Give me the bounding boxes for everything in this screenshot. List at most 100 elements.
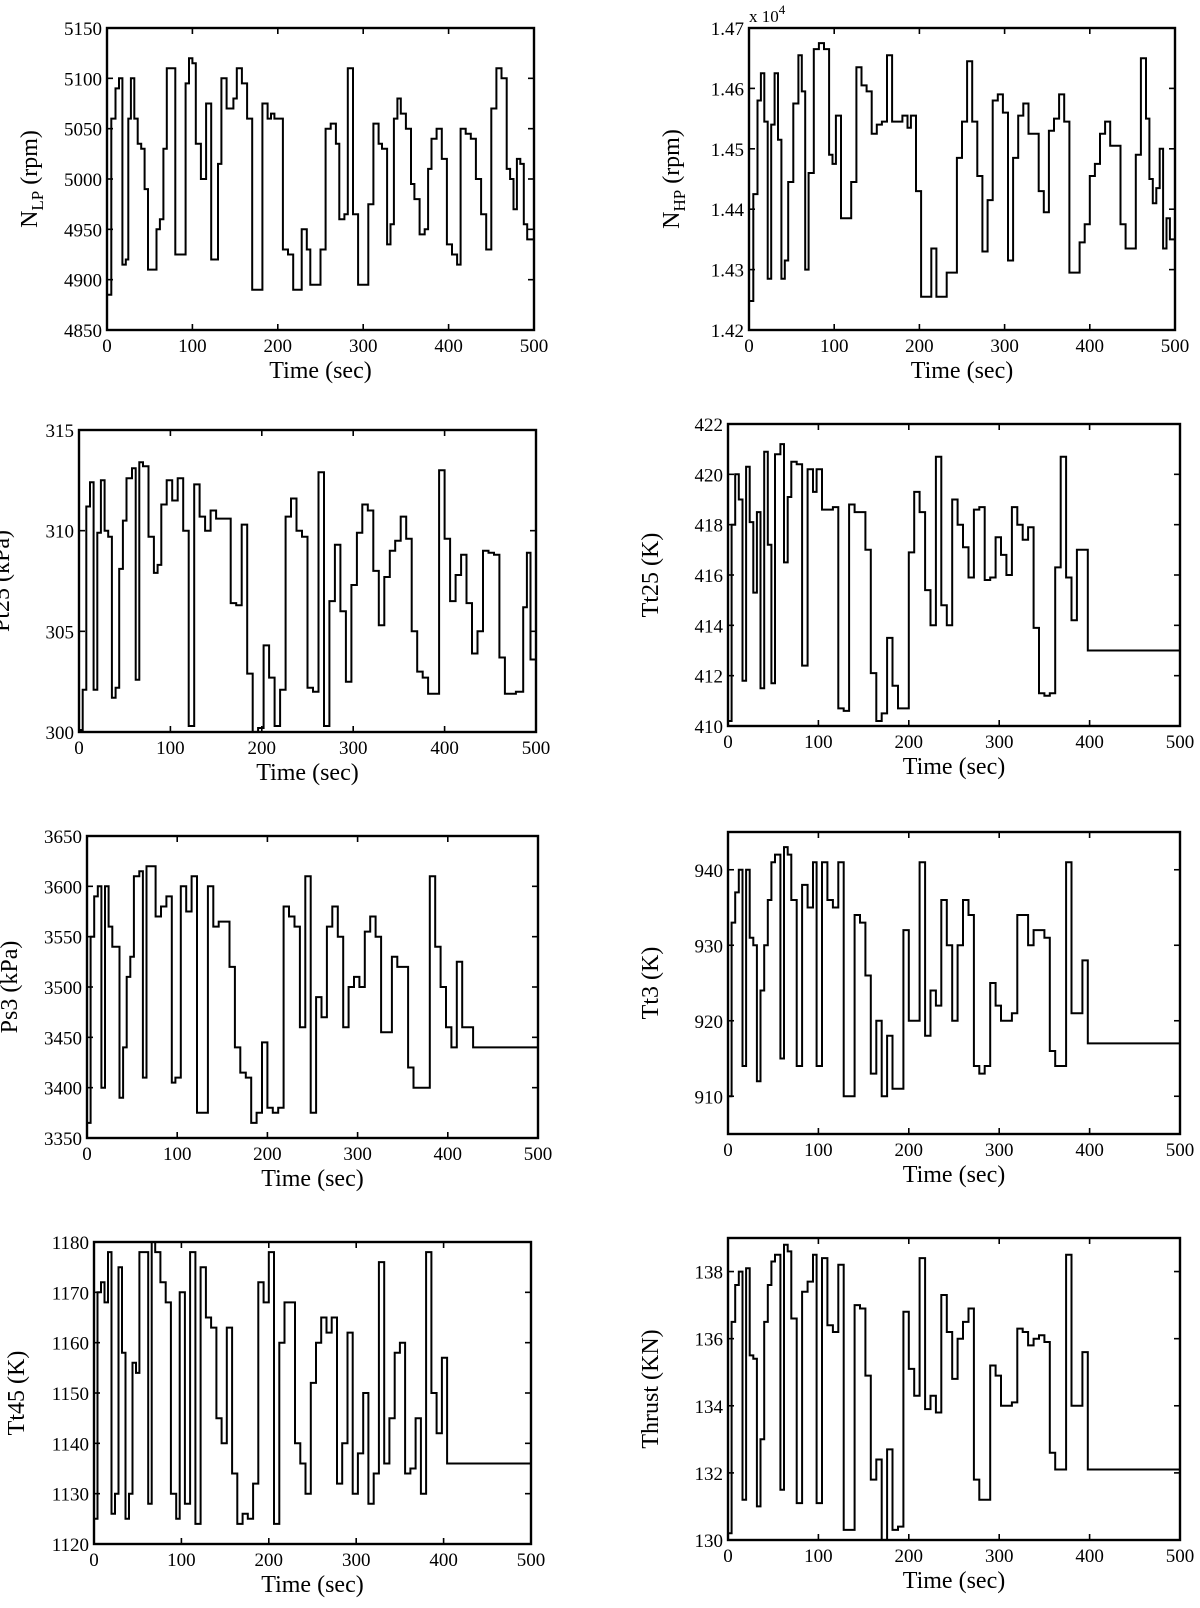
thrust-plot-frame — [726, 1236, 1182, 1542]
chart-tt3: 0 100 200 300 400 500 910 920 930 940 Time (sec) Tt… — [638, 830, 1194, 1188]
tt25-ytick-label: 412 — [695, 667, 724, 688]
thrust-xlabel: Time (sec) — [903, 1568, 1005, 1594]
ps3-ytick-label: 3650 — [44, 827, 82, 848]
nlp-ytick-label: 4950 — [64, 220, 102, 241]
tt25-ytick-label: 420 — [695, 465, 724, 486]
nlp-xtick-label: 400 — [434, 336, 463, 357]
tt45-plot-frame — [92, 1240, 533, 1546]
nlp-xtick-label: 500 — [520, 336, 549, 357]
thrust-ytick-label: 132 — [695, 1464, 724, 1485]
tt3-xtick-label: 300 — [985, 1140, 1014, 1161]
nhp-xtick-label: 300 — [990, 336, 1019, 357]
nhp-y-multiplier: x 104 — [749, 2, 786, 26]
tt45-series-line — [94, 1241, 531, 1525]
tt3-ytick-label: 920 — [695, 1012, 724, 1033]
ps3-ylabel: Ps3 (kPa) — [0, 941, 23, 1034]
nlp-xtick-label: 100 — [178, 336, 207, 357]
nlp-series-line — [107, 57, 535, 296]
tt25-xtick-label: 500 — [1166, 732, 1195, 753]
tt45-xlabel: Time (sec) — [261, 1572, 363, 1598]
ps3-xtick-label: 200 — [253, 1144, 282, 1165]
thrust-series-line — [728, 1243, 1180, 1541]
nlp-ytick-label: 5050 — [64, 120, 102, 141]
pt25-xtick-label: 400 — [430, 738, 459, 759]
tt45-ylabel: Tt45 (K) — [4, 1351, 30, 1436]
pt25-xtick-label: 100 — [156, 738, 185, 759]
tt3-xlabel: Time (sec) — [903, 1162, 1005, 1188]
nlp-xtick-label: 300 — [349, 336, 378, 357]
tt45-ytick-label: 1180 — [52, 1233, 89, 1254]
pt25-xlabel: Time (sec) — [256, 760, 358, 786]
tt45-ytick-label: 1140 — [52, 1434, 89, 1455]
chart-thrust: 0 100 200 300 400 500 130 132 134 136 138 Time (sec… — [638, 1236, 1195, 1594]
tt25-series-line — [728, 443, 1180, 722]
nhp-plot-frame — [747, 26, 1177, 332]
thrust-xtick-label: 500 — [1166, 1546, 1195, 1567]
pt25-xtick-label: 0 — [74, 738, 84, 759]
nhp-xtick-label: 400 — [1076, 336, 1105, 357]
tt3-xtick-label: 100 — [804, 1140, 833, 1161]
tt25-ylabel: Tt25 (K) — [638, 533, 664, 618]
pt25-xtick-label: 500 — [522, 738, 551, 759]
ps3-ytick-label: 3500 — [44, 978, 82, 999]
nhp-ytick-label: 1.43 — [711, 261, 744, 282]
tt45-xtick-label: 100 — [167, 1550, 196, 1571]
nlp-ytick-label: 5150 — [64, 19, 102, 40]
tt25-ytick-label: 414 — [695, 616, 724, 637]
nlp-xtick-label: 0 — [102, 336, 112, 357]
tt25-ytick-label: 416 — [695, 566, 724, 587]
tt3-ytick-label: 910 — [695, 1087, 724, 1108]
tt25-xtick-label: 400 — [1075, 732, 1104, 753]
nlp-ytick-label: 4900 — [64, 271, 102, 292]
nlp-ytick-label: 4850 — [64, 321, 102, 342]
tt25-xtick-label: 0 — [723, 732, 733, 753]
tt45-ytick-label: 1130 — [52, 1485, 89, 1506]
nhp-ytick-label: 1.46 — [711, 79, 744, 100]
pt25-ytick-label: 310 — [46, 522, 75, 543]
tt25-xtick-label: 200 — [895, 732, 924, 753]
tt3-xtick-label: 200 — [895, 1140, 924, 1161]
tt45-xtick-label: 200 — [255, 1550, 284, 1571]
ps3-ytick-label: 3600 — [44, 877, 82, 898]
thrust-ylabel: Thrust (KN) — [638, 1329, 664, 1448]
pt25-plot-frame — [77, 428, 538, 734]
thrust-ytick-label: 138 — [695, 1263, 724, 1284]
pt25-xtick-label: 300 — [339, 738, 368, 759]
nlp-ytick-label: 5000 — [64, 170, 102, 191]
nhp-xtick-label: 0 — [744, 336, 754, 357]
ps3-series-line — [87, 865, 538, 1124]
ps3-xtick-label: 300 — [343, 1144, 372, 1165]
chart-pt25: 0 100 200 300 400 500 300 305 310 315 Time (sec) Pt… — [0, 421, 550, 786]
pt25-ytick-label: 300 — [46, 723, 75, 744]
chart-tt25: 0 100 200 300 400 500 410 412 414 416 418 420 422 Tim… — [638, 415, 1194, 780]
tt25-ytick-label: 410 — [695, 717, 724, 738]
tt3-plot-frame — [726, 830, 1182, 1136]
tt3-series-line — [728, 846, 1180, 1098]
nlp-ylabel: NLP (rpm) — [17, 130, 47, 228]
tt45-xtick-label: 0 — [89, 1550, 99, 1571]
ps3-ytick-label: 3400 — [44, 1079, 82, 1100]
tt3-xtick-label: 400 — [1075, 1140, 1104, 1161]
pt25-ytick-label: 315 — [46, 421, 75, 442]
tt45-ytick-label: 1170 — [52, 1283, 89, 1304]
thrust-xtick-label: 200 — [895, 1546, 924, 1567]
nlp-xlabel: Time (sec) — [269, 358, 371, 384]
tt3-ytick-label: 940 — [695, 861, 724, 882]
tt45-ytick-label: 1160 — [52, 1334, 89, 1355]
ps3-xtick-label: 500 — [524, 1144, 553, 1165]
tt25-ytick-label: 422 — [695, 415, 724, 436]
tt25-xtick-label: 100 — [804, 732, 833, 753]
tt3-xtick-label: 0 — [723, 1140, 733, 1161]
thrust-ytick-label: 134 — [695, 1397, 724, 1418]
thrust-xtick-label: 100 — [804, 1546, 833, 1567]
nhp-xtick-label: 100 — [820, 336, 849, 357]
nhp-series-line — [749, 42, 1176, 302]
nhp-xlabel: Time (sec) — [911, 358, 1013, 384]
tt25-plot-frame — [726, 422, 1182, 728]
tt45-xtick-label: 300 — [342, 1550, 371, 1571]
tt45-xtick-label: 500 — [517, 1550, 546, 1571]
tt45-xtick-label: 400 — [429, 1550, 458, 1571]
ps3-xtick-label: 100 — [163, 1144, 192, 1165]
